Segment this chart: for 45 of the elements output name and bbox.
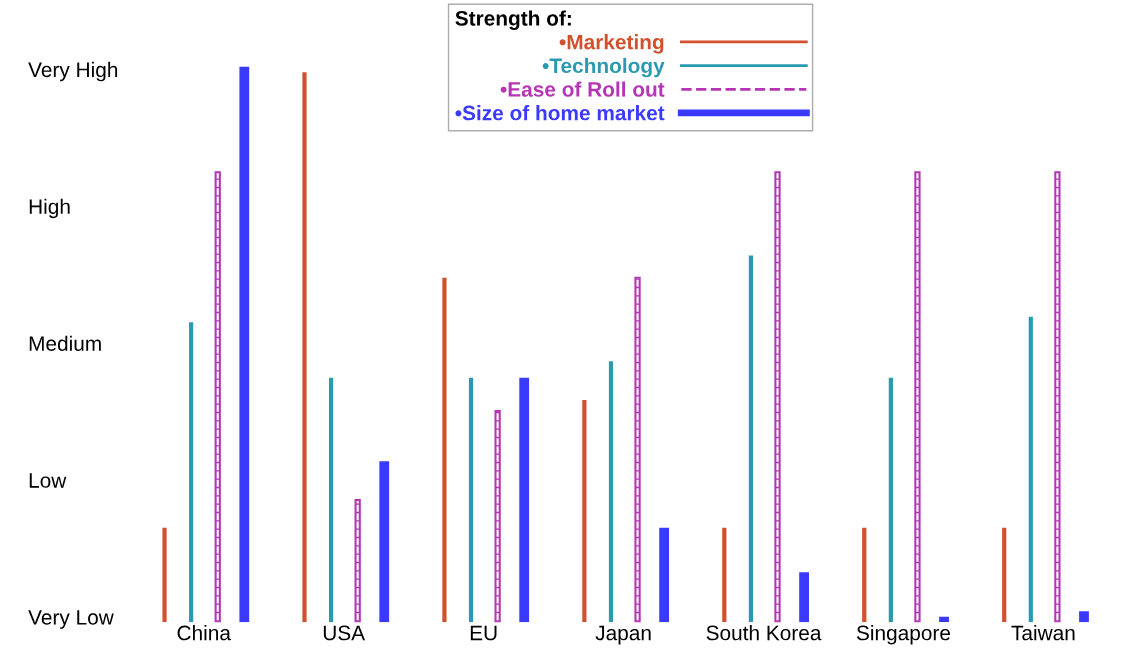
bar: [914, 171, 921, 623]
bar: [659, 527, 670, 623]
bar: [888, 377, 893, 623]
bar: [189, 322, 194, 623]
bar: [608, 361, 614, 623]
bar: [722, 527, 727, 623]
text: •Technology: [542, 57, 665, 78]
bar: [1002, 527, 1007, 623]
bar: [379, 461, 390, 623]
text: •Size of home market: [455, 105, 665, 121]
bar: [468, 377, 474, 623]
x-tick-label: Singapore: [856, 625, 951, 645]
bar: [862, 527, 867, 623]
bar: [162, 527, 167, 623]
text: Medium: [29, 335, 101, 351]
x-tick-label: South Korea: [706, 625, 822, 641]
bar: [214, 171, 221, 623]
bar: [494, 410, 501, 623]
bar: [1054, 171, 1061, 623]
bar: [582, 400, 587, 623]
legend-title: Strength of:: [455, 10, 571, 30]
x-tick-label: EU: [470, 625, 497, 641]
bar: [302, 72, 307, 623]
bar: [748, 255, 754, 623]
text: •Ease of Roll out: [500, 81, 665, 97]
bar: [1079, 611, 1089, 623]
bar: [519, 377, 530, 623]
x-tick-label: Taiwan: [1011, 625, 1075, 641]
x-tick-label: China: [177, 625, 231, 641]
bar: [939, 616, 949, 623]
bar: [774, 171, 781, 623]
text: Very Low: [28, 610, 114, 629]
bar: [442, 277, 447, 623]
bar: [799, 572, 809, 623]
text: Low: [29, 473, 67, 488]
x-tick-label: Japan: [595, 625, 651, 645]
bar: [328, 377, 334, 623]
x-tick-label: USA: [323, 625, 366, 641]
text: Very High: [28, 61, 118, 82]
bar: [634, 276, 641, 623]
bar: [354, 498, 361, 623]
text: •Marketing: [559, 34, 664, 54]
bar: [239, 66, 250, 623]
text: High: [29, 198, 70, 219]
bar: [1028, 316, 1033, 623]
